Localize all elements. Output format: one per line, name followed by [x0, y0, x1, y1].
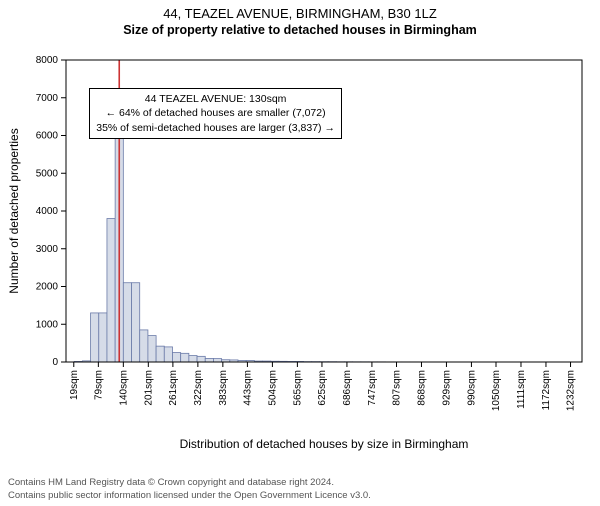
svg-text:140sqm: 140sqm	[118, 370, 129, 406]
svg-text:686sqm: 686sqm	[342, 370, 353, 406]
svg-text:6000: 6000	[36, 131, 59, 142]
svg-text:5000: 5000	[36, 168, 59, 179]
title-subtitle: Size of property relative to detached ho…	[0, 23, 600, 37]
chart-wrap: 0 1000 2000 3000 4000 5000 6000 7000 8000 19sqm 79…	[0, 50, 600, 460]
annotation-box: 44 TEAZEL AVENUE: 130sqm ← 64% of detach…	[89, 88, 342, 139]
svg-text:3000: 3000	[36, 244, 59, 255]
svg-text:929sqm: 929sqm	[441, 370, 452, 406]
svg-text:8000: 8000	[36, 55, 59, 66]
svg-text:2000: 2000	[36, 282, 59, 293]
svg-text:1232sqm: 1232sqm	[566, 370, 577, 411]
svg-text:443sqm: 443sqm	[242, 370, 253, 406]
svg-text:1172sqm: 1172sqm	[541, 370, 552, 410]
svg-text:Distribution of detached house: Distribution of detached houses by size …	[180, 437, 469, 451]
svg-text:565sqm: 565sqm	[292, 370, 303, 406]
annotation-line3: 35% of semi-detached houses are larger (…	[96, 121, 335, 135]
annotation-line1: 44 TEAZEL AVENUE: 130sqm	[96, 92, 335, 106]
footer-line2: Contains public sector information licen…	[8, 490, 592, 502]
title-address: 44, TEAZEL AVENUE, BIRMINGHAM, B30 1LZ	[0, 6, 600, 21]
svg-text:990sqm: 990sqm	[466, 370, 477, 406]
svg-text:0: 0	[52, 357, 58, 368]
svg-text:Number of detached properties: Number of detached properties	[7, 128, 21, 293]
svg-text:4000: 4000	[36, 206, 59, 217]
svg-text:261sqm: 261sqm	[168, 370, 179, 406]
svg-text:807sqm: 807sqm	[391, 370, 402, 406]
svg-text:7000: 7000	[36, 93, 59, 104]
svg-text:201sqm: 201sqm	[143, 370, 154, 406]
svg-text:383sqm: 383sqm	[218, 370, 229, 406]
svg-text:19sqm: 19sqm	[69, 370, 80, 400]
footer-line1: Contains HM Land Registry data © Crown c…	[8, 477, 592, 489]
svg-text:1000: 1000	[36, 319, 59, 330]
svg-text:79sqm: 79sqm	[93, 370, 104, 400]
svg-text:322sqm: 322sqm	[193, 370, 204, 406]
footer: Contains HM Land Registry data © Crown c…	[8, 477, 592, 502]
svg-text:504sqm: 504sqm	[267, 370, 278, 406]
svg-text:868sqm: 868sqm	[416, 370, 427, 406]
annotation-line2: ← 64% of detached houses are smaller (7,…	[96, 106, 335, 120]
svg-text:1111sqm: 1111sqm	[516, 370, 527, 409]
svg-text:625sqm: 625sqm	[317, 370, 328, 406]
svg-text:1050sqm: 1050sqm	[491, 370, 502, 411]
chart-container: 44, TEAZEL AVENUE, BIRMINGHAM, B30 1LZ S…	[0, 6, 600, 506]
svg-text:747sqm: 747sqm	[367, 370, 378, 406]
